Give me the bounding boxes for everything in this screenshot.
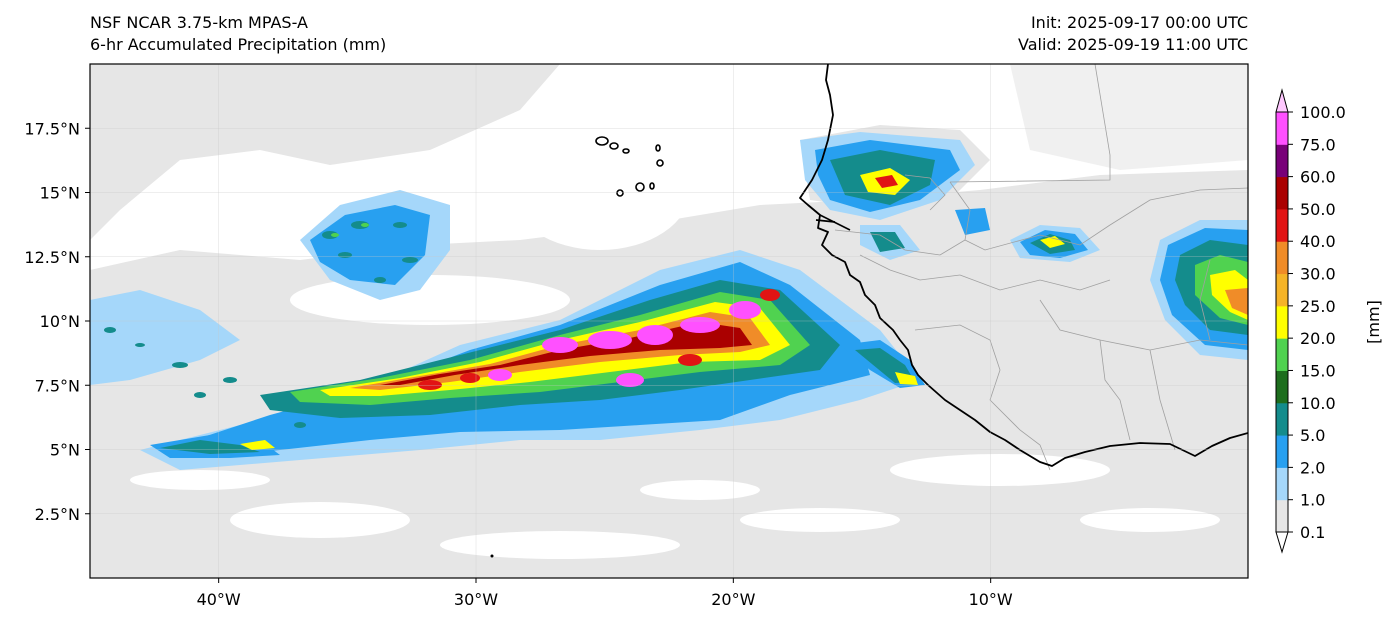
init-time: Init: 2025-09-17 00:00 UTC [1030,13,1248,32]
time-block: Init: 2025-09-17 00:00 UTC Valid: 2025-0… [1018,12,1248,56]
colorbar-extend-low [1275,531,1289,554]
colorbar-swatch [1276,338,1288,371]
title-block: NSF NCAR 3.75-km MPAS-A 6-hr Accumulated… [90,12,386,56]
colorbar-level-label: 5.0 [1300,426,1325,445]
colorbar-level-label: 10.0 [1300,394,1336,413]
precip-band-itcz [140,250,920,470]
colorbar-extend-high [1275,88,1289,113]
colorbar-swatch [1276,305,1288,339]
lat-tick-label: 12.5°N [24,248,80,267]
colorbar-level-label: 100.0 [1300,103,1346,122]
colorbar-level-label: 50.0 [1300,200,1336,219]
lon-tick-label: 30°W [454,590,498,609]
colorbar-swatch [1276,208,1288,242]
map-area [90,64,1248,578]
lat-tick-label: 2.5°N [35,505,80,524]
colorbar-swatch [1276,273,1288,307]
colorbar-level-label: 75.0 [1300,135,1336,154]
colorbar-level-label: 15.0 [1300,361,1336,380]
colorbar-swatch [1276,499,1288,533]
lon-tick-label: 20°W [711,590,755,609]
lat-tick-label: 7.5°N [35,376,80,395]
country-borders [834,64,1248,471]
precip-cluster-senegal [800,132,990,260]
colorbar-level-label: 20.0 [1300,329,1336,348]
lat-tick-label: 15°N [40,184,80,203]
precip-scattered-west [90,290,306,458]
colorbar-swatch [1276,112,1288,145]
lat-tick-label: 5°N [50,441,80,460]
colorbar-level-label: 1.0 [1300,491,1325,510]
colorbar-swatch [1276,176,1288,210]
colorbar-level-label: 2.0 [1300,458,1325,477]
coastline [799,64,1248,467]
precip-cluster-north [300,190,450,300]
colorbar-swatch [1276,144,1288,178]
precip-cluster-guinea [1010,225,1100,262]
white-gaps [130,130,1220,559]
colorbar-level-label: 30.0 [1300,265,1336,284]
colorbar-frame [1275,111,1289,533]
colorbar-level-label: 0.1 [1300,523,1325,542]
field-title: 6-hr Accumulated Precipitation (mm) [90,35,387,54]
cape-verde-islands [595,136,664,197]
gridlines [90,64,1248,578]
lon-tick-label: 40°W [197,590,241,609]
lat-tick-label: 10°N [40,312,80,331]
colorbar-level-label: 25.0 [1300,297,1336,316]
precip-cluster-east [1150,220,1248,360]
valid-time: Valid: 2025-09-19 11:00 UTC [1017,35,1248,54]
island-dot [490,554,494,558]
precip-coastal-cells [840,340,925,388]
colorbar-level-label: 60.0 [1300,168,1336,187]
colorbar-swatch [1276,467,1288,501]
colorbar-level-label: 40.0 [1300,232,1336,251]
colorbar-swatch [1276,402,1288,436]
lon-tick-label: 10°W [969,590,1013,609]
colorbar-swatch [1276,241,1288,275]
axis-ticks: 40°W 30°W 20°W 10°W 2.5°N 5°N 7.5°N 10°N 12.5°N 1… [24,119,1013,609]
lat-tick-label: 17.5°N [24,119,80,138]
colorbar-unit-label: [mm] [1364,300,1383,344]
colorbar: 0.1 1.0 2.0 5.0 10.0 15.0 20.0 25.0 30.0 40.0 50.0… [1275,88,1346,554]
colorbar-swatch [1276,435,1288,468]
model-title: NSF NCAR 3.75-km MPAS-A [90,13,308,32]
colorbar-swatch [1276,370,1288,404]
